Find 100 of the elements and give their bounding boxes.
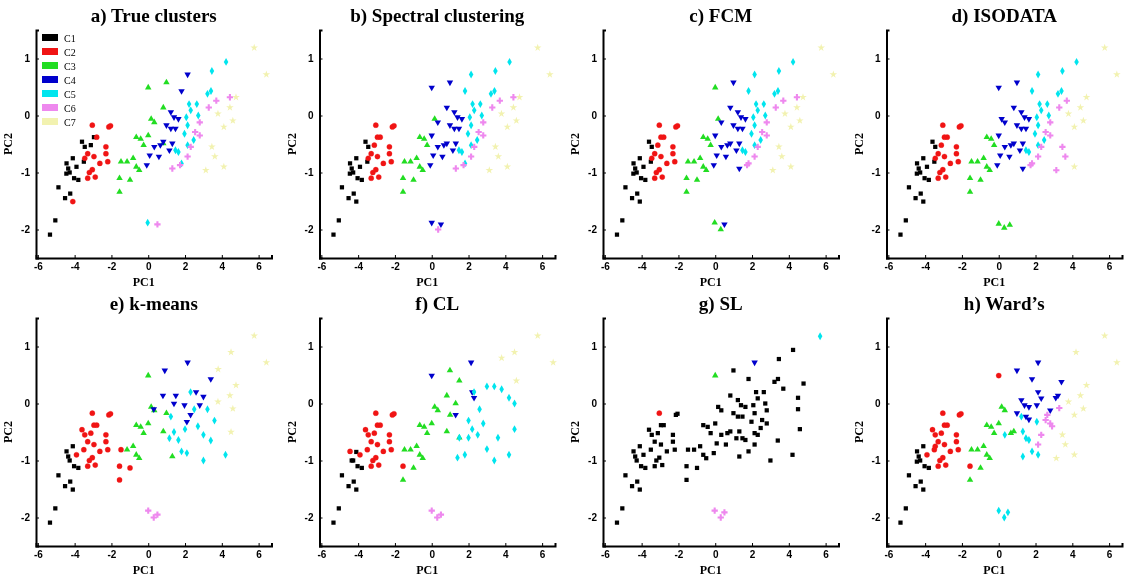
- x-axis-title: PC1: [132, 275, 155, 289]
- y-axis-title: PC2: [1, 133, 15, 155]
- chart-title: d) ISODATA: [951, 5, 1058, 27]
- y-tick-label: 0: [591, 398, 598, 410]
- y-tick-label: 1: [24, 53, 31, 65]
- x-tick-label: -4: [637, 549, 648, 561]
- x-tick-label: -2: [957, 261, 968, 273]
- chart-title: a) True clusters: [90, 5, 217, 27]
- x-tick-label: -6: [33, 549, 44, 561]
- y-tick-label: -2: [588, 512, 598, 524]
- x-tick-label: 6: [1106, 549, 1113, 561]
- y-tick-label: 0: [307, 110, 314, 122]
- x-tick-label: 2: [1033, 549, 1040, 561]
- x-tick-label: -2: [107, 261, 117, 273]
- y-tick-label: 0: [874, 110, 881, 122]
- legend-label: C7: [64, 117, 76, 128]
- y-tick-label: -1: [304, 167, 314, 179]
- y-tick-label: 1: [307, 53, 314, 65]
- x-tick-label: 6: [539, 261, 546, 273]
- y-tick-label: -2: [304, 224, 314, 236]
- y-tick-label: -2: [588, 224, 598, 236]
- x-tick-label: 0: [712, 549, 719, 561]
- y-tick-label: -1: [21, 167, 31, 179]
- chart-title: e) k-means: [109, 293, 198, 315]
- x-tick-label: -6: [317, 549, 327, 561]
- y-axis-title: PC2: [284, 133, 299, 155]
- x-tick-label: -6: [600, 261, 611, 273]
- x-tick-label: 4: [219, 549, 226, 561]
- x-tick-label: 2: [749, 261, 756, 273]
- x-tick-label: 4: [786, 261, 793, 273]
- x-tick-label: 2: [749, 549, 756, 561]
- x-axis-title: PC1: [699, 563, 722, 577]
- y-tick-label: 1: [874, 341, 881, 353]
- x-axis-title: PC1: [132, 563, 155, 577]
- x-tick-label: 4: [503, 549, 510, 561]
- x-tick-label: 2: [466, 261, 473, 273]
- y-tick-label: -1: [871, 455, 881, 467]
- x-tick-label: -2: [674, 261, 684, 273]
- x-axis-title: PC1: [983, 275, 1006, 289]
- legend-label: C2: [64, 47, 76, 58]
- x-tick-label: 0: [429, 549, 436, 561]
- x-tick-label: -4: [354, 261, 364, 273]
- y-tick-label: 1: [24, 341, 31, 353]
- y-tick-label: -2: [871, 512, 881, 524]
- x-tick-label: 0: [145, 549, 152, 561]
- x-tick-label: -6: [884, 549, 894, 561]
- y-axis-title: PC2: [568, 133, 582, 155]
- x-tick-label: 4: [503, 261, 510, 273]
- legend-label: C4: [64, 75, 76, 86]
- x-tick-label: 0: [145, 261, 152, 273]
- x-tick-label: 6: [823, 549, 830, 561]
- x-tick-label: 4: [1070, 549, 1077, 561]
- x-tick-label: 6: [1106, 261, 1113, 273]
- x-tick-label: -4: [921, 261, 931, 273]
- y-tick-label: 1: [307, 341, 314, 353]
- x-tick-label: 6: [823, 261, 830, 273]
- x-tick-label: -2: [390, 261, 401, 273]
- x-tick-label: 2: [466, 549, 473, 561]
- y-axis-title: PC2: [284, 421, 299, 443]
- x-axis-title: PC1: [416, 275, 439, 289]
- y-axis-title: PC2: [1, 421, 15, 443]
- y-tick-label: -1: [21, 455, 31, 467]
- x-tick-label: 6: [256, 549, 263, 561]
- y-tick-label: 0: [24, 398, 31, 410]
- y-tick-label: 0: [24, 110, 31, 122]
- x-tick-label: -2: [674, 549, 684, 561]
- y-tick-label: -1: [588, 167, 598, 179]
- y-axis-title: PC2: [851, 421, 866, 443]
- y-axis-title: PC2: [851, 133, 866, 155]
- x-tick-label: 2: [182, 261, 189, 273]
- x-tick-label: 0: [429, 261, 436, 273]
- y-tick-label: -2: [21, 512, 31, 524]
- x-tick-label: -4: [637, 261, 648, 273]
- x-tick-label: 2: [182, 549, 189, 561]
- y-tick-label: 1: [591, 53, 598, 65]
- chart-title: h) Ward’s: [963, 293, 1045, 315]
- x-tick-label: 4: [219, 261, 226, 273]
- x-axis-title: PC1: [699, 275, 722, 289]
- x-tick-label: 0: [712, 261, 719, 273]
- chart-title: c) FCM: [689, 5, 753, 27]
- y-tick-label: 0: [591, 110, 598, 122]
- legend-label: C3: [64, 61, 76, 72]
- y-tick-label: -2: [304, 512, 314, 524]
- x-tick-label: -6: [33, 261, 44, 273]
- y-tick-label: -2: [21, 224, 31, 236]
- x-tick-label: -2: [107, 549, 117, 561]
- y-tick-label: 0: [874, 398, 881, 410]
- chart-title: g) SL: [698, 293, 743, 315]
- x-tick-label: -4: [70, 261, 81, 273]
- chart-title: b) Spectral clustering: [350, 5, 525, 27]
- x-tick-label: 6: [539, 549, 546, 561]
- x-tick-label: -2: [957, 549, 968, 561]
- x-axis-title: PC1: [416, 563, 439, 577]
- chart-title: f) CL: [415, 293, 460, 315]
- x-tick-label: 6: [256, 261, 263, 273]
- x-tick-label: 0: [996, 261, 1003, 273]
- y-axis-title: PC2: [568, 421, 582, 443]
- x-axis-title: PC1: [983, 563, 1006, 577]
- y-tick-label: -1: [871, 167, 881, 179]
- y-tick-label: 1: [591, 341, 598, 353]
